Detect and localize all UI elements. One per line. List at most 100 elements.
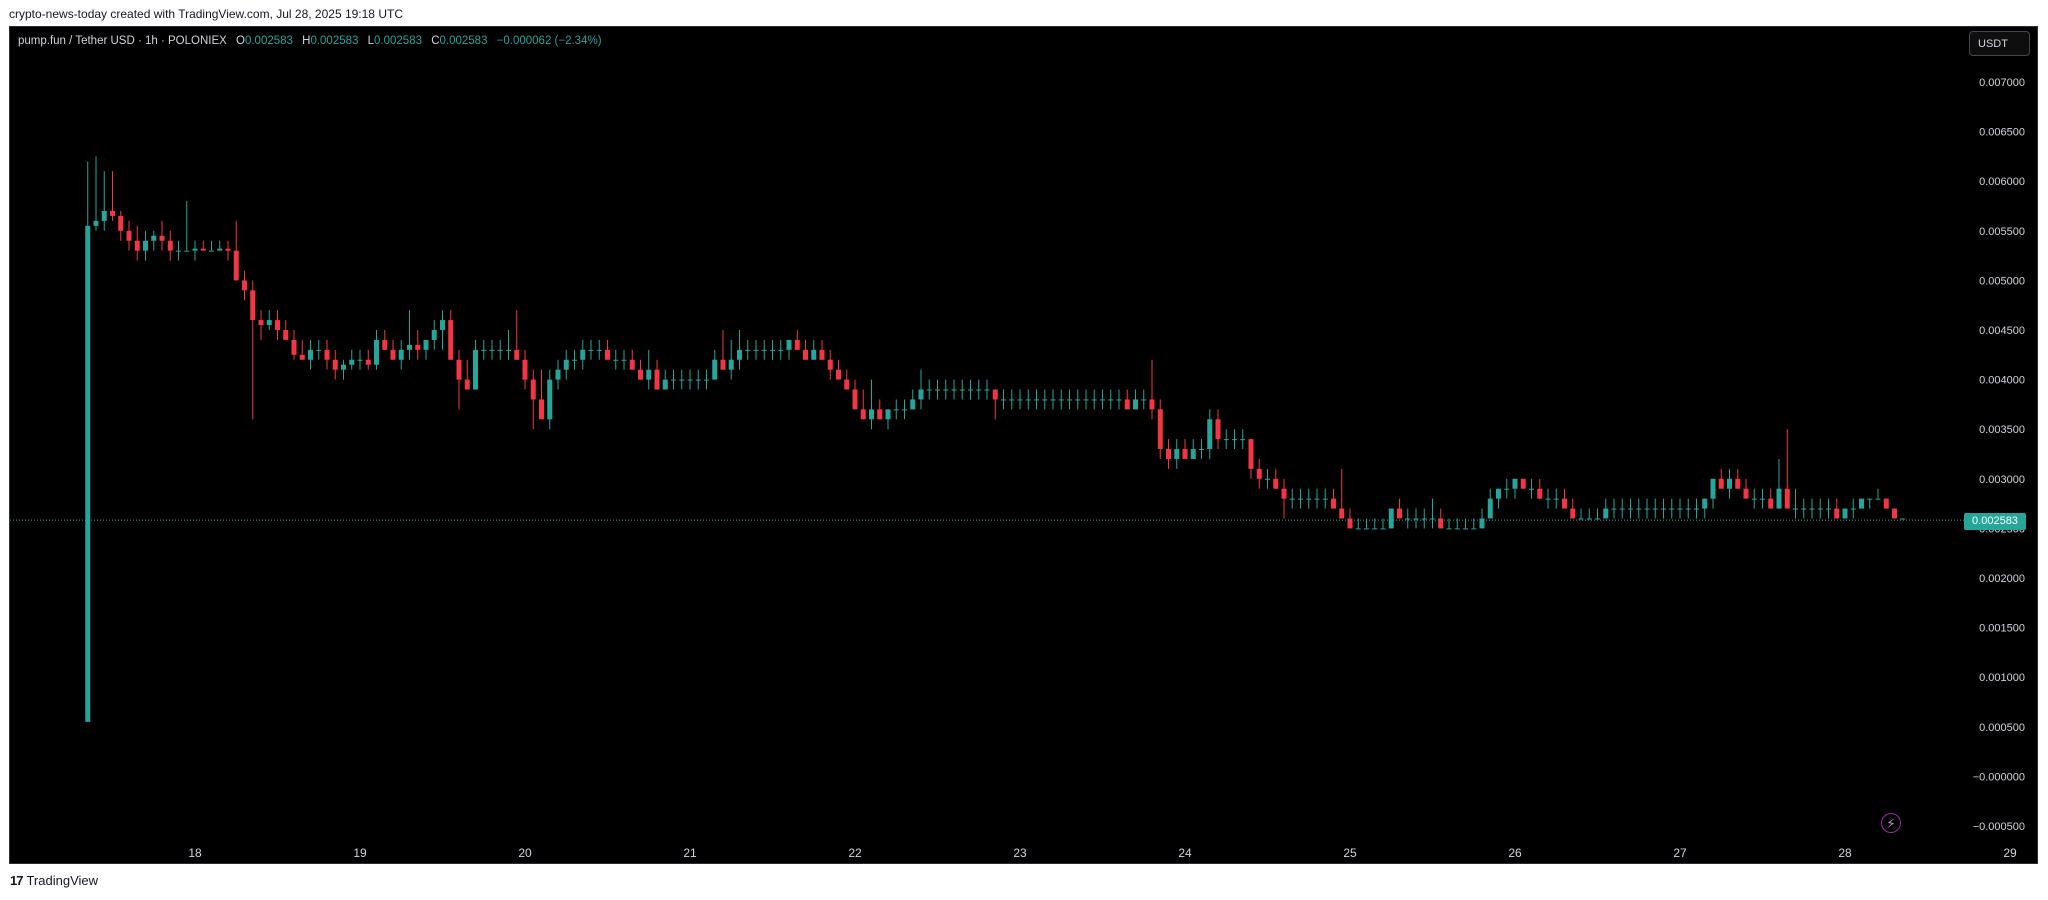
candle-body — [1694, 508, 1699, 510]
candle-body — [1405, 518, 1411, 520]
candle-body — [209, 250, 214, 252]
candle-body — [1133, 399, 1138, 410]
candle-body — [1784, 488, 1790, 509]
candle-body — [481, 349, 487, 351]
candle-body — [1042, 399, 1048, 401]
candle-body — [1149, 399, 1155, 410]
candle-body — [959, 389, 965, 391]
candle-body — [332, 359, 338, 370]
candle-body — [918, 389, 924, 400]
candle-body — [1108, 399, 1114, 401]
candle-body — [242, 280, 247, 291]
candle-body — [1859, 498, 1864, 509]
candle-body — [308, 349, 313, 360]
candle-body — [448, 320, 454, 360]
candle-body — [1248, 439, 1254, 469]
candle-body — [1182, 449, 1188, 459]
y-tick-label: 0.006500 — [1979, 127, 2025, 139]
candle-body — [1067, 399, 1072, 401]
candle-body — [1050, 399, 1056, 401]
candle-body — [1850, 508, 1856, 510]
chart-caption: crypto-news-today created with TradingVi… — [9, 7, 403, 21]
candle-body — [1727, 478, 1732, 489]
candle-body — [1364, 528, 1369, 530]
candle-body — [1256, 468, 1262, 479]
candle-body — [1743, 488, 1749, 499]
y-tick-label: 0.003000 — [1979, 474, 2025, 486]
candle-body — [1669, 508, 1675, 510]
candle-body — [555, 369, 561, 380]
candle-body — [1017, 399, 1023, 401]
candle-body — [1298, 498, 1303, 500]
y-tick-label: 0.004500 — [1979, 325, 2025, 337]
candle-body — [1446, 528, 1452, 530]
candle-body — [374, 339, 379, 365]
candle-body — [1867, 498, 1873, 500]
candle-body — [1339, 508, 1345, 519]
candle-body — [786, 339, 792, 350]
candle-body — [1586, 518, 1592, 520]
candle-body — [1034, 399, 1039, 401]
candle-body — [1199, 449, 1204, 451]
candle-body — [1157, 409, 1163, 450]
tradingview-brand: TradingView — [26, 873, 99, 888]
y-tick-label: 0.001500 — [1979, 623, 2025, 635]
y-tick-label: 0.006000 — [1979, 176, 2025, 188]
candle-body — [1025, 399, 1031, 401]
candle-body — [390, 349, 396, 360]
candle-body — [753, 349, 759, 351]
candle-body — [283, 330, 289, 340]
candle-body — [1397, 508, 1402, 519]
candle-body — [1801, 508, 1807, 510]
candle-body — [712, 359, 718, 380]
candle-body — [440, 320, 445, 330]
candle-body — [1273, 478, 1279, 489]
candle-body — [976, 389, 982, 391]
candle-body — [341, 364, 346, 370]
candle-body — [547, 379, 553, 420]
candle-body — [1809, 508, 1815, 510]
candle-body — [1529, 488, 1534, 490]
candle-body — [687, 379, 693, 381]
candlestick-chart[interactable]: 0.007000 0.006500 0.006000 0.005500 0.005000… — [10, 27, 2037, 863]
candle-body — [893, 409, 899, 411]
y-tick-label: −0.000500 — [1973, 821, 2025, 833]
candle-body — [885, 409, 891, 420]
candle-body — [662, 379, 668, 390]
candle-body — [794, 339, 800, 350]
candle-body — [143, 240, 148, 251]
x-tick-label: 25 — [1343, 846, 1357, 860]
currency-button[interactable]: USDT — [1969, 31, 2030, 56]
y-tick-label: 0.005500 — [1979, 226, 2025, 238]
candle-body — [902, 409, 907, 411]
candle-body — [1892, 508, 1897, 519]
candle-body — [1421, 518, 1427, 520]
candle-body — [596, 349, 602, 351]
y-tick-label: 0.001000 — [1979, 672, 2025, 684]
candle-body — [101, 210, 107, 221]
candle-body — [1322, 498, 1328, 500]
candle-body — [489, 349, 495, 351]
candle-body — [1075, 399, 1081, 401]
candle-body — [200, 248, 206, 251]
candle-body — [357, 359, 363, 361]
candle-body — [1331, 498, 1336, 509]
candle-body — [1372, 528, 1378, 530]
candle-body — [423, 339, 429, 350]
candle-body — [1834, 508, 1840, 519]
candle-body — [1875, 498, 1881, 500]
candle-body — [1190, 449, 1196, 459]
tradingview-logo[interactable]: 17 TradingView — [10, 873, 98, 888]
chart-pane[interactable]: 0.007000 0.006500 0.006000 0.005500 0.005000… — [9, 26, 2038, 864]
candle-body — [407, 344, 412, 350]
candle-body — [728, 359, 734, 370]
lightning-icon[interactable]: ⚡ — [1881, 813, 1901, 833]
candle-body — [1661, 508, 1666, 510]
x-tick-label: 21 — [683, 846, 697, 860]
candle-body — [1438, 518, 1444, 529]
candle-body — [654, 369, 660, 390]
candle-body — [514, 349, 520, 360]
candle-body — [275, 320, 280, 330]
symbol-title[interactable]: pump.fun / Tether USD · 1h · POLONIEX — [18, 35, 227, 47]
candle-body — [382, 339, 388, 350]
